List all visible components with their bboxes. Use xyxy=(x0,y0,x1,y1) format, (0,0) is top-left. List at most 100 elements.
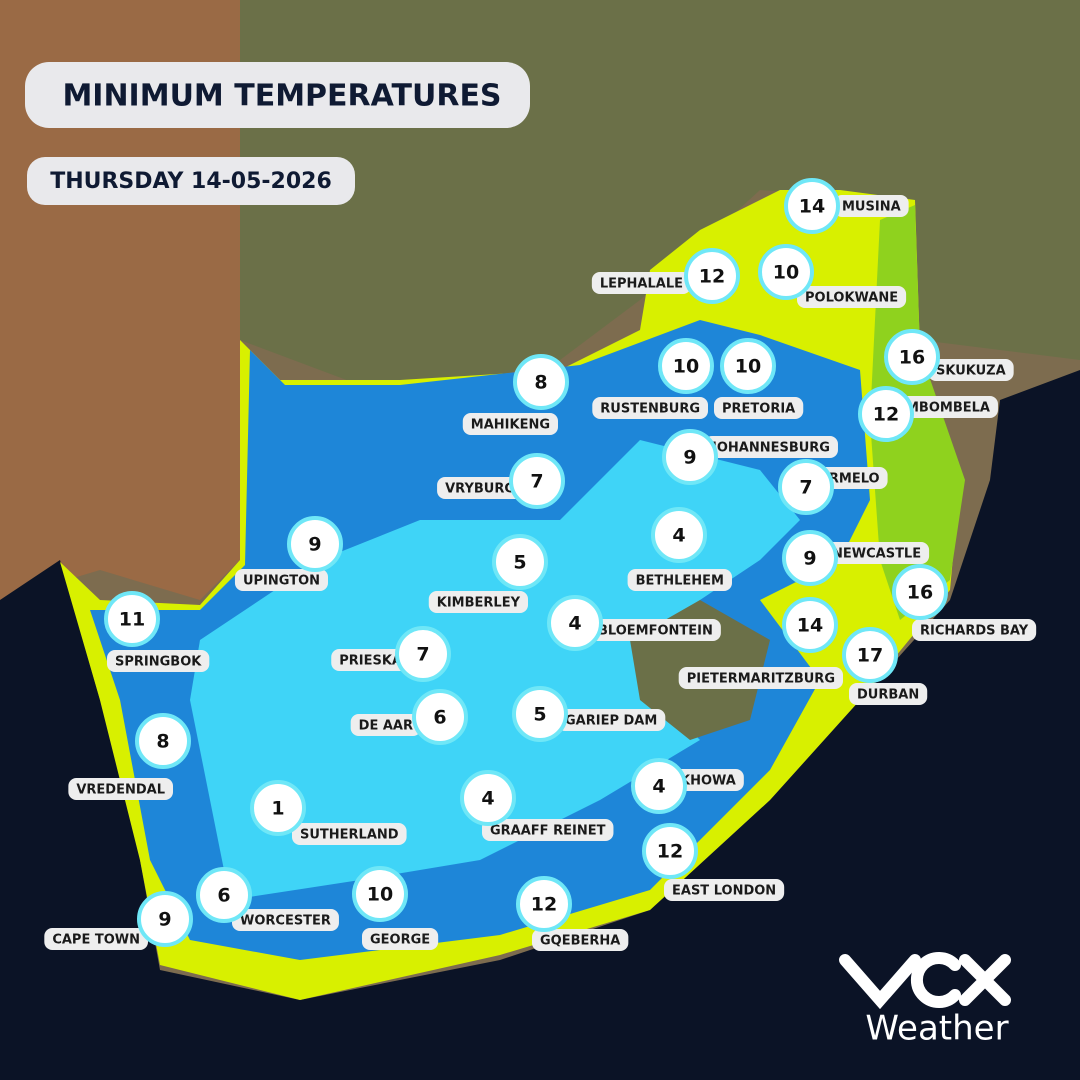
temperature-badge xyxy=(352,866,408,922)
city-name: GARIEP DAM xyxy=(565,714,657,729)
temperature: 4 xyxy=(672,525,685,547)
namibia-land xyxy=(0,0,240,600)
ocean xyxy=(0,370,1080,1080)
city-name: VREDENDAL xyxy=(76,783,165,798)
temperature: 7 xyxy=(530,471,543,493)
title-pill xyxy=(25,62,530,128)
temperature: 6 xyxy=(217,885,230,907)
temperature-badge xyxy=(631,758,687,814)
city-name: GEORGE xyxy=(370,933,430,948)
temperature: 8 xyxy=(156,731,169,753)
temperature-badge xyxy=(662,429,718,485)
city-label-pill xyxy=(590,619,721,641)
temperature: 9 xyxy=(158,909,171,931)
temperature-badge xyxy=(842,627,898,683)
temperature-badge xyxy=(858,386,914,442)
temperature: 17 xyxy=(857,645,883,667)
city-name: ERMELO xyxy=(820,472,880,487)
city-label-pill xyxy=(68,778,173,800)
temperature-badge xyxy=(684,248,740,304)
temperature: 10 xyxy=(735,356,761,378)
city-name: PRETORIA xyxy=(722,402,795,417)
city-label-pill xyxy=(482,819,614,841)
logo-text: Weather xyxy=(865,1009,1008,1049)
city-label-pill xyxy=(928,359,1014,381)
city-label-pill xyxy=(797,286,907,308)
city-label-pill xyxy=(234,569,328,591)
temperature-badge xyxy=(196,867,252,923)
temperature: 14 xyxy=(799,196,825,218)
logo-mark xyxy=(910,952,961,1008)
temperature-badge xyxy=(395,626,451,682)
city-name: RUSTENBURG xyxy=(600,402,700,417)
temperature-badge xyxy=(642,823,698,879)
city-label-pill xyxy=(292,823,407,845)
temperature-badge xyxy=(516,876,572,932)
temperature-badge xyxy=(782,530,838,586)
city-name: KIMBERLEY xyxy=(437,596,521,611)
temperature: 10 xyxy=(673,356,699,378)
city-name: SPRINGBOK xyxy=(115,655,202,670)
temperature: 9 xyxy=(683,447,696,469)
city-label-pill xyxy=(591,272,691,294)
temperature: 9 xyxy=(308,534,321,556)
city-name: BLOEMFONTEIN xyxy=(598,624,713,639)
city-name: GQEBERHA xyxy=(540,934,620,949)
temperature: 10 xyxy=(773,262,799,284)
city-label-pill xyxy=(834,195,909,217)
city-name: PIETERMARITZBURG xyxy=(687,672,835,687)
city-name: PRIESKA xyxy=(339,654,402,669)
city-name: MAHIKENG xyxy=(471,418,550,433)
city-name: DURBAN xyxy=(857,688,919,703)
temperature-badge xyxy=(782,597,838,653)
city-label-pill xyxy=(672,769,744,791)
temperature-badge xyxy=(658,338,714,394)
city-label-pill xyxy=(627,569,732,591)
city-label-pill xyxy=(898,396,998,418)
temperature: 4 xyxy=(652,776,665,798)
temperature: 10 xyxy=(367,884,393,906)
temperature-badge xyxy=(492,534,548,590)
temperature: 1 xyxy=(271,798,284,820)
temperature: 7 xyxy=(416,644,429,666)
city-label-pill xyxy=(557,709,666,731)
city-name: RICHARDS BAY xyxy=(920,624,1029,639)
temperature-badge xyxy=(892,564,948,620)
city-label-pill xyxy=(437,477,523,499)
city-name: VRYBURG xyxy=(445,482,515,497)
temperature-badge xyxy=(512,686,568,742)
city-name: MBOMBELA xyxy=(906,401,990,416)
temperature: 16 xyxy=(899,347,925,369)
temperature-badge xyxy=(412,689,468,745)
city-name: POLOKWANE xyxy=(805,291,898,306)
temperature-badge xyxy=(884,329,940,385)
city-label-pill xyxy=(714,397,804,419)
temperature-badge xyxy=(250,780,306,836)
city-name: CAPE TOWN xyxy=(52,933,140,948)
city-label-pill xyxy=(428,591,528,613)
temperature-badge xyxy=(547,595,603,651)
temperature-badge xyxy=(287,516,343,572)
temperature-badge xyxy=(137,891,193,947)
date: THURSDAY 14-05-2026 xyxy=(50,169,332,194)
city-name: JOHANNESBURG xyxy=(711,441,830,456)
city-label-pill xyxy=(532,929,629,951)
temperature: 5 xyxy=(533,704,546,726)
city-label-pill xyxy=(849,683,928,705)
temperature: 9 xyxy=(803,548,816,570)
temperature-badge xyxy=(651,507,707,563)
temperature: 11 xyxy=(119,609,145,631)
temperature-badge xyxy=(135,713,191,769)
temperature-badge xyxy=(758,244,814,300)
temperature-badge xyxy=(720,338,776,394)
temperature: 6 xyxy=(433,707,446,729)
city-name: LEPHALALE xyxy=(600,277,683,292)
temperature-badge xyxy=(784,178,840,234)
city-label-pill xyxy=(44,928,148,950)
title: MINIMUM TEMPERATURES xyxy=(62,79,501,114)
city-label-pill xyxy=(912,619,1037,641)
temperature-badge xyxy=(460,770,516,826)
temperature: 8 xyxy=(534,372,547,394)
city-label-pill xyxy=(362,928,439,950)
